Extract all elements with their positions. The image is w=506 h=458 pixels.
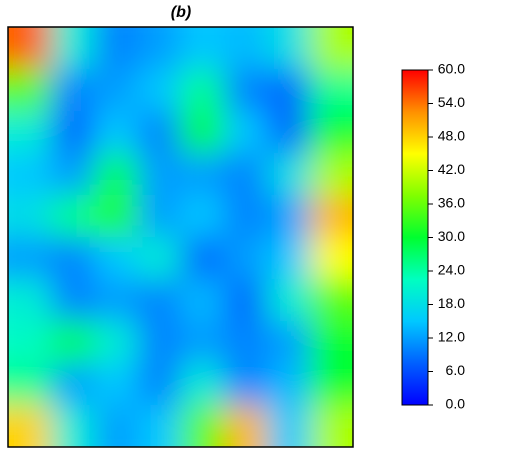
heat-cell: [51, 237, 95, 280]
colorbar-tick-label: 24.0: [438, 262, 465, 278]
heat-cell: [223, 195, 268, 238]
heat-cell: [8, 27, 52, 70]
colorbar-tick-label: 6.0: [446, 362, 466, 378]
colorbar-tick-label: 30.0: [438, 228, 465, 244]
heat-cell: [309, 69, 353, 112]
heat-cell: [137, 27, 181, 70]
colorbar-tick-label: 60.0: [438, 61, 465, 77]
heat-cell: [309, 237, 353, 280]
heat-cell: [137, 237, 181, 280]
heat-cell: [180, 321, 225, 364]
colorbar: [401, 69, 429, 406]
colorbar-tick-label: 12.0: [438, 329, 465, 345]
heat-cell: [8, 69, 52, 112]
heat-cell: [94, 69, 138, 112]
heat-cell: [51, 153, 95, 196]
colorbar-tick-label: 54.0: [438, 94, 465, 110]
heat-cell: [8, 363, 52, 406]
heat-cell: [180, 153, 225, 196]
heat-cell: [180, 111, 225, 154]
heat-cell: [51, 69, 95, 112]
colorbar-tick-label: 0.0: [446, 396, 466, 412]
heat-cell: [223, 237, 268, 280]
heat-cell: [8, 195, 52, 238]
heat-cell: [94, 153, 138, 196]
heat-cell: [94, 279, 138, 322]
heat-cell: [137, 321, 181, 364]
heat-cell: [8, 237, 52, 280]
heat-cell: [51, 195, 95, 238]
heat-cell: [51, 27, 95, 70]
heat-cell: [180, 27, 225, 70]
heat-cell: [309, 195, 353, 238]
heat-cell: [137, 111, 181, 154]
heat-cell: [94, 363, 138, 406]
heat-cell: [266, 405, 311, 447]
heat-cell: [51, 279, 95, 322]
heat-cell: [94, 321, 138, 364]
heat-cell: [223, 321, 268, 364]
heat-cell: [266, 111, 311, 154]
heat-cell: [94, 405, 138, 447]
heat-cell: [223, 279, 268, 322]
heat-cell: [180, 237, 225, 280]
heat-cell: [223, 363, 268, 406]
heat-cell: [51, 321, 95, 364]
heat-cell: [8, 405, 52, 447]
colorbar-tick-label: 48.0: [438, 128, 465, 144]
heat-cell: [309, 321, 353, 364]
heat-cell: [223, 405, 268, 447]
heatmap-field: [8, 27, 353, 447]
plot-frame: [7, 26, 354, 448]
heat-cell: [94, 27, 138, 70]
heat-cell: [8, 111, 52, 154]
heat-cell: [8, 321, 52, 364]
heat-cell: [266, 279, 311, 322]
plot-area: [8, 27, 353, 447]
heat-cell: [137, 363, 181, 406]
heat-cell: [8, 279, 52, 322]
heat-cell: [309, 153, 353, 196]
heat-cell: [51, 405, 95, 447]
heat-cell: [94, 237, 138, 280]
heat-cell: [137, 195, 181, 238]
colorbar-tick-label: 36.0: [438, 195, 465, 211]
heat-cell: [51, 363, 95, 406]
heat-cell: [266, 69, 311, 112]
heat-cell: [137, 405, 181, 447]
heat-cell: [309, 279, 353, 322]
chart-title: (b): [171, 4, 191, 21]
heat-cell: [309, 27, 353, 70]
heat-cell: [180, 279, 225, 322]
heat-cell: [180, 195, 225, 238]
heat-cell: [223, 69, 268, 112]
heat-cell: [266, 363, 311, 406]
heat-cell: [137, 153, 181, 196]
heat-cell: [223, 27, 268, 70]
heat-cell: [137, 279, 181, 322]
heat-cell: [223, 111, 268, 154]
heat-cell: [137, 69, 181, 112]
heat-cell: [223, 153, 268, 196]
heat-cell: [266, 195, 311, 238]
heat-cell: [266, 321, 311, 364]
heat-cell: [94, 195, 138, 238]
heat-cell: [309, 363, 353, 406]
heat-cell: [180, 405, 225, 447]
heat-cell: [266, 153, 311, 196]
heat-cell: [180, 363, 225, 406]
heat-cell: [51, 111, 95, 154]
heat-cell: [8, 153, 52, 196]
heat-cell: [266, 27, 311, 70]
colorbar-tick-label: 18.0: [438, 295, 465, 311]
heat-cell: [94, 111, 138, 154]
heat-cell: [266, 237, 311, 280]
colorbar-tick-label: 42.0: [438, 161, 465, 177]
heat-cell: [309, 111, 353, 154]
heat-cell: [180, 69, 225, 112]
heat-cell: [309, 405, 353, 447]
